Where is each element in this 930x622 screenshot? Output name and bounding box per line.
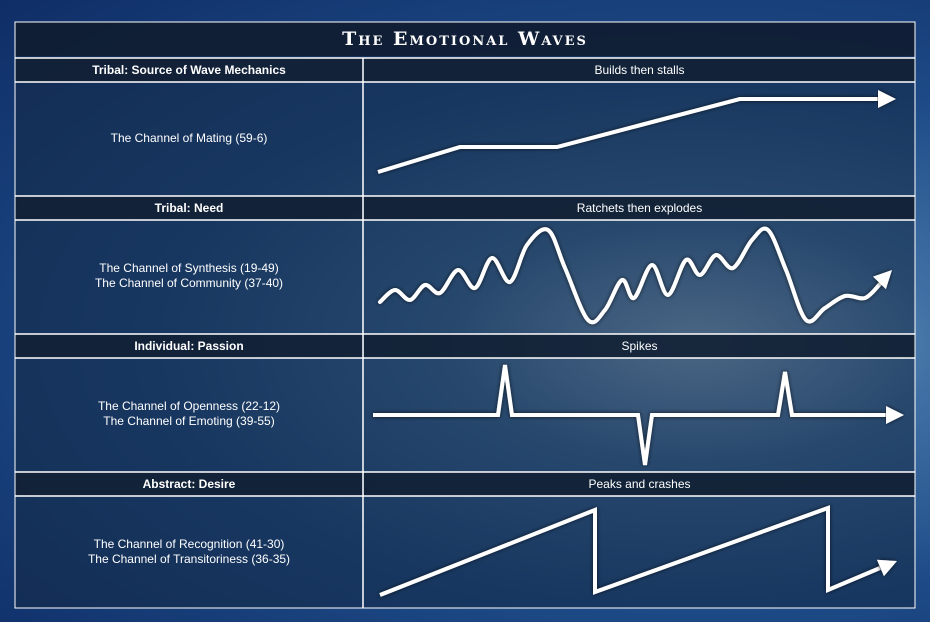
- channel: The Channel of Synthesis (19-49): [99, 261, 279, 275]
- channel: The Channel of Community (37-40): [94, 276, 284, 290]
- channels: The Channel of Mating (59-6): [15, 82, 363, 195]
- wave-ratchets: [378, 226, 882, 325]
- channel: The Channel of Transitoriness (36-35): [87, 552, 291, 566]
- arrow-head: [876, 559, 897, 577]
- section-heading: Tribal: Source of Wave Mechanics: [15, 58, 363, 82]
- wave-label: Builds then stalls: [364, 58, 915, 82]
- wave-peaks: [379, 505, 881, 597]
- arrow-head: [873, 270, 892, 290]
- channels: The Channel of Recognition (41-30) The Ch…: [15, 496, 363, 608]
- panel: [15, 22, 915, 608]
- wave-label: Spikes: [364, 334, 915, 358]
- section-heading: Individual: Passion: [15, 334, 363, 358]
- channels: The Channel of Openness (22-12) The Chann…: [15, 358, 363, 470]
- channel: The Channel of Recognition (41-30): [93, 537, 285, 551]
- wave-builds: [377, 97, 880, 174]
- wave-label: Ratchets then explodes: [364, 196, 915, 220]
- arrow-head: [886, 406, 904, 424]
- channel: The Channel of Emoting (39-55): [103, 414, 275, 428]
- channel: The Channel of Mating (59-6): [110, 131, 268, 145]
- frame: [14, 21, 916, 609]
- section-heading: Tribal: Need: [15, 196, 363, 220]
- wave-spikes: [373, 364, 888, 466]
- channels: The Channel of Synthesis (19-49) The Chan…: [15, 220, 363, 332]
- channel: The Channel of Openness (22-12): [97, 399, 281, 413]
- title: The Emotional Waves: [15, 22, 915, 56]
- arrow-head: [878, 90, 896, 108]
- wave-label: Peaks and crashes: [364, 472, 915, 496]
- section-heading: Abstract: Desire: [15, 472, 363, 496]
